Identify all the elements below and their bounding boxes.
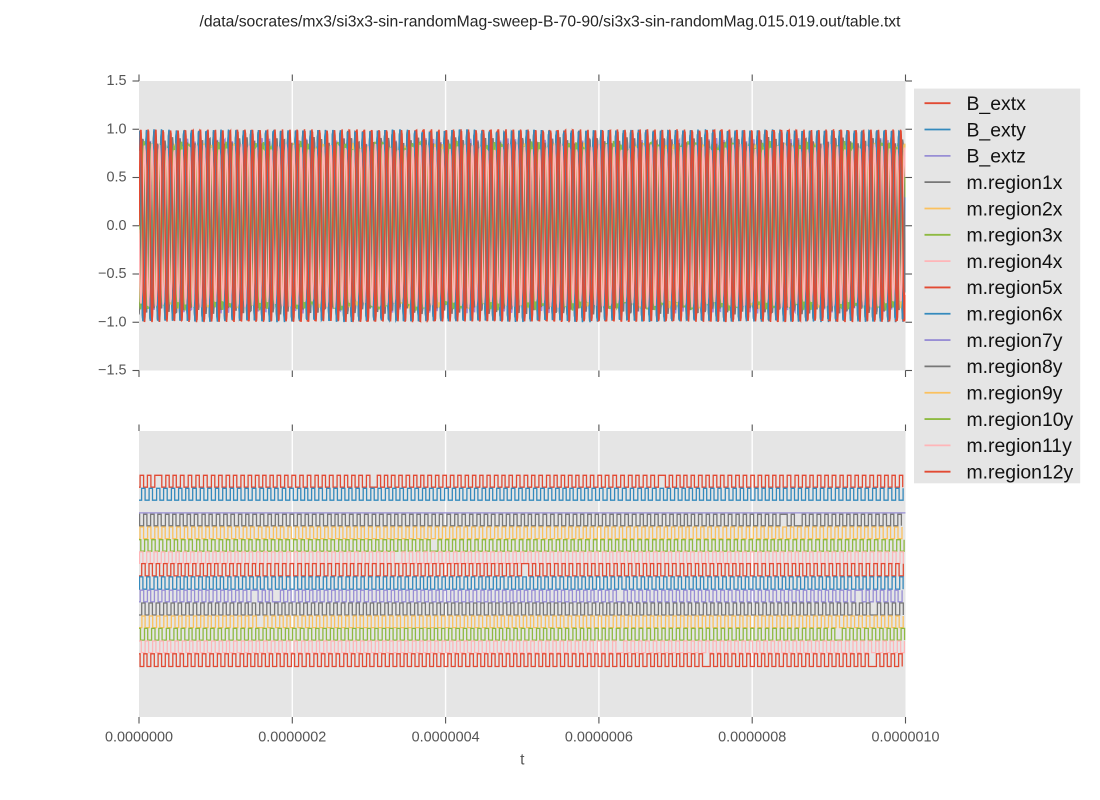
- svg-text:0.0000008: 0.0000008: [718, 730, 786, 746]
- svg-text:m.region10y: m.region10y: [967, 409, 1074, 431]
- svg-text:m.region11y: m.region11y: [967, 435, 1073, 457]
- svg-text:B_extz: B_extz: [967, 146, 1026, 168]
- svg-text:0.0000006: 0.0000006: [565, 730, 633, 746]
- svg-text:1.0: 1.0: [106, 121, 126, 137]
- svg-text:0.5: 0.5: [106, 170, 126, 186]
- svg-text:1.5: 1.5: [106, 73, 126, 89]
- svg-text:0.0000004: 0.0000004: [412, 730, 480, 746]
- svg-text:m.region5x: m.region5x: [967, 277, 1063, 299]
- svg-text:−0.5: −0.5: [98, 266, 126, 282]
- svg-text:−1.0: −1.0: [98, 314, 126, 330]
- svg-text:m.region4x: m.region4x: [967, 251, 1063, 273]
- svg-text:m.region7y: m.region7y: [967, 330, 1063, 352]
- svg-text:B_extx: B_extx: [967, 93, 1027, 115]
- svg-text:m.region8y: m.region8y: [967, 356, 1063, 378]
- svg-text:m.region12y: m.region12y: [967, 461, 1074, 483]
- svg-text:0.0000010: 0.0000010: [871, 730, 939, 746]
- svg-text:/data/socrates/mx3/si3x3-sin-r: /data/socrates/mx3/si3x3-sin-randomMag-s…: [199, 13, 901, 30]
- svg-text:m.region1x: m.region1x: [967, 172, 1063, 194]
- svg-text:0.0000000: 0.0000000: [105, 730, 173, 746]
- svg-text:−1.5: −1.5: [98, 363, 126, 379]
- svg-text:m.region9y: m.region9y: [967, 383, 1063, 405]
- svg-text:0.0000002: 0.0000002: [258, 730, 326, 746]
- svg-text:m.region2x: m.region2x: [967, 198, 1063, 220]
- svg-text:t: t: [520, 752, 525, 769]
- svg-text:B_exty: B_exty: [967, 119, 1027, 141]
- svg-text:m.region3x: m.region3x: [967, 225, 1063, 247]
- svg-text:0.0: 0.0: [106, 218, 126, 234]
- svg-text:m.region6x: m.region6x: [967, 304, 1063, 326]
